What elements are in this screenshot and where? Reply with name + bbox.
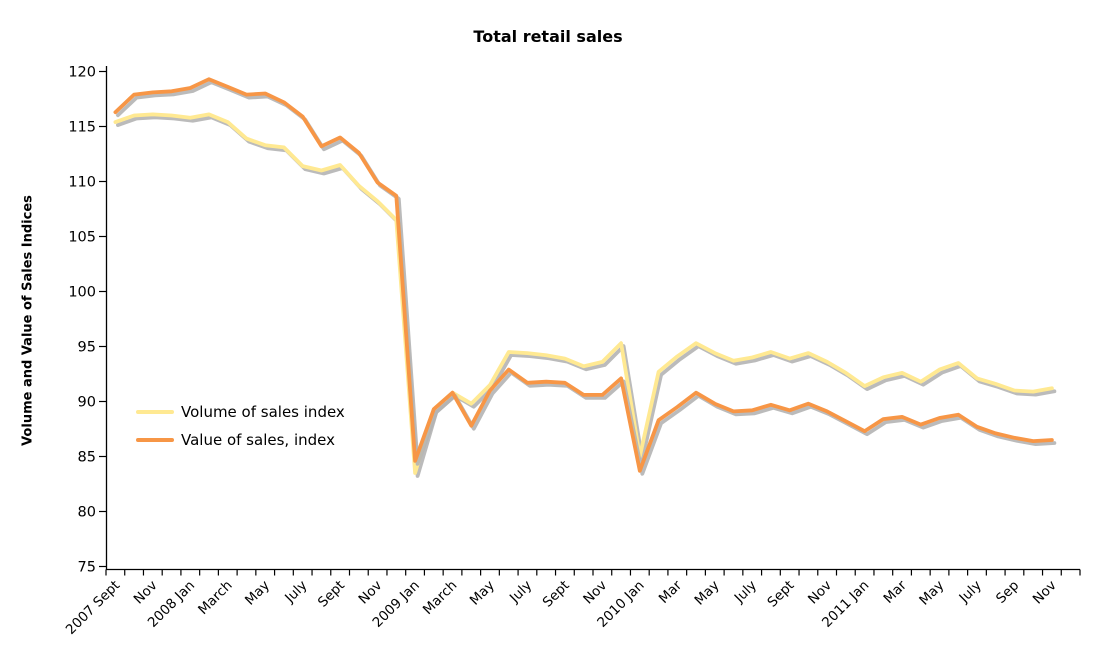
y-tick-label: 85 (78, 450, 96, 466)
x-tick-label: Sept (315, 578, 348, 611)
y-tick-label: 120 (68, 65, 96, 81)
y-axis-label: Volume and Value of Sales Indices (20, 195, 36, 446)
x-tick-label: May (916, 578, 947, 609)
y-tick-label: 90 (78, 395, 96, 411)
x-tick-label: Mar (656, 577, 686, 607)
x-tick-label: Sep (993, 578, 1022, 607)
y-tick-label: 80 (78, 505, 96, 521)
x-tick-label: Nov (131, 578, 161, 608)
x-tick-label: Nov (1030, 578, 1060, 608)
x-tick-label: May (242, 578, 273, 609)
x-tick-label: March (420, 578, 460, 618)
series-shadow-0 (116, 115, 1057, 478)
x-tick-label: March (195, 578, 235, 618)
x-tick-label: May (692, 578, 723, 609)
legend: Volume of sales index Value of sales, in… (136, 398, 345, 454)
legend-item-value: Value of sales, index (136, 426, 345, 454)
y-tick-label: 115 (68, 120, 96, 136)
legend-item-volume: Volume of sales index (136, 398, 345, 426)
x-tick-label: Nov (805, 578, 835, 608)
volume-line-swatch (136, 410, 174, 414)
series-line-1 (113, 77, 1054, 473)
y-tick-label: 75 (78, 560, 96, 576)
value-line-swatch (136, 438, 174, 442)
x-tick-label: July (956, 578, 985, 607)
x-tick-label: May (467, 578, 498, 609)
legend-label-volume: Volume of sales index (181, 403, 345, 421)
x-tick-label: Sept (540, 578, 573, 611)
y-tick-label: 100 (68, 285, 96, 301)
x-tick-label: Sept (764, 578, 797, 611)
x-tick-label: July (506, 578, 535, 607)
x-tick-label: Nov (355, 578, 385, 608)
y-tick-label: 105 (68, 230, 96, 246)
series-line-0 (113, 112, 1054, 475)
x-tick-label: July (281, 578, 310, 607)
y-tick-label: 110 (68, 175, 96, 191)
x-tick-label: 2007 Sept (63, 578, 123, 638)
x-tick-label: July (731, 578, 760, 607)
y-tick-label: 95 (78, 340, 96, 356)
chart-title: Total retail sales (473, 27, 623, 46)
x-tick-label: Mar (881, 577, 911, 607)
x-tick-label: Nov (580, 578, 610, 608)
legend-label-value: Value of sales, index (181, 431, 335, 449)
